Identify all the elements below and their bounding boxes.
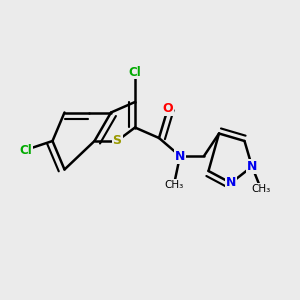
- Text: O: O: [163, 101, 173, 115]
- Text: CH₃: CH₃: [164, 179, 184, 190]
- Text: Cl: Cl: [129, 65, 141, 79]
- Text: N: N: [175, 149, 185, 163]
- Text: S: S: [112, 134, 122, 148]
- Text: N: N: [247, 160, 257, 173]
- Text: Cl: Cl: [19, 143, 32, 157]
- Text: N: N: [226, 176, 236, 190]
- Text: CH₃: CH₃: [251, 184, 271, 194]
